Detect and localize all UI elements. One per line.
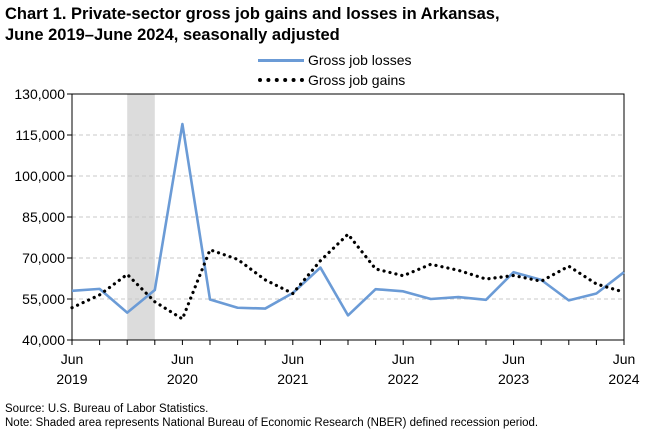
- data-point-losses: [402, 290, 404, 292]
- data-point-gains: [319, 260, 321, 262]
- y-tick-label: 55,000: [22, 291, 65, 307]
- data-point-losses: [512, 271, 514, 273]
- legend-label-losses: Gross job losses: [308, 52, 412, 68]
- data-point-losses: [71, 290, 73, 292]
- recession-note: Note: Shaded area represents National Bu…: [5, 417, 539, 429]
- data-point-losses: [236, 307, 238, 309]
- data-point-gains: [154, 301, 156, 303]
- x-tick-label-month: Jun: [171, 351, 194, 367]
- data-point-losses: [181, 123, 183, 125]
- data-point-gains: [71, 307, 73, 309]
- data-point-losses: [595, 292, 597, 294]
- x-tick-label-month: Jun: [502, 351, 525, 367]
- data-point-gains: [347, 233, 349, 235]
- series-line-gross-job-gains: [70, 232, 626, 321]
- x-tick-label-month: Jun: [282, 351, 305, 367]
- data-point-losses: [264, 307, 266, 309]
- data-point-losses: [154, 289, 156, 291]
- x-tick-label-year: 2024: [608, 371, 639, 387]
- data-point-losses: [209, 298, 211, 300]
- legend-label-gains: Gross job gains: [308, 72, 406, 88]
- data-point-gains: [181, 318, 183, 320]
- data-point-losses: [485, 299, 487, 301]
- data-point-gains: [374, 268, 376, 270]
- legend-item-gains: Gross job gains: [258, 70, 411, 90]
- data-point-losses: [126, 311, 128, 313]
- data-point-gains: [126, 273, 128, 275]
- data-point-losses: [430, 298, 432, 300]
- x-tick-label-year: 2019: [56, 371, 87, 387]
- x-tick-label-year: 2022: [388, 371, 419, 387]
- x-tick-label-month: Jun: [392, 351, 415, 367]
- data-point-gains: [457, 269, 459, 271]
- footnotes: Source: U.S. Bureau of Labor Statistics.…: [5, 402, 538, 430]
- data-point-losses: [374, 288, 376, 290]
- y-tick-label: 85,000: [22, 209, 65, 225]
- source-note: Source: U.S. Bureau of Labor Statistics.: [5, 403, 209, 415]
- data-point-gains: [623, 291, 625, 293]
- data-point-gains: [236, 258, 238, 260]
- data-point-losses: [457, 296, 459, 298]
- data-point-gains: [98, 294, 100, 296]
- y-tick-label: 100,000: [14, 168, 65, 184]
- chart-title: Chart 1. Private-sector gross job gains …: [5, 4, 645, 46]
- chart-title-line-1: Chart 1. Private-sector gross job gains …: [5, 5, 500, 23]
- legend-key-losses: [258, 55, 304, 65]
- legend: Gross job losses Gross job gains: [258, 50, 411, 90]
- line-chart: 40,000 55,000 70,000 85,000 100,000 115,000 13…: [14, 86, 639, 387]
- y-tick-label: 115,000: [15, 127, 65, 143]
- y-tick-label: 70,000: [22, 250, 65, 266]
- x-tick-label-year: 2020: [167, 371, 198, 387]
- data-point-gains: [595, 283, 597, 285]
- data-point-losses: [319, 266, 321, 268]
- data-point-gains: [568, 265, 570, 267]
- legend-item-losses: Gross job losses: [258, 50, 411, 70]
- x-tick-label-month: Jun: [613, 351, 636, 367]
- data-point-gains: [430, 263, 432, 265]
- data-point-gains: [292, 292, 294, 294]
- legend-key-gains: [258, 75, 304, 85]
- x-tick-label-month: Jun: [61, 351, 84, 367]
- x-tick-label-year: 2021: [277, 371, 308, 387]
- series-line-gross-job-losses: [71, 122, 625, 317]
- chart-title-line-2: June 2019–June 2024, seasonally adjusted: [5, 26, 340, 44]
- data-point-gains: [540, 280, 542, 282]
- data-point-losses: [568, 299, 570, 301]
- x-tick-label-year: 2023: [498, 371, 529, 387]
- y-tick-label: 40,000: [22, 332, 65, 348]
- data-point-losses: [623, 271, 625, 273]
- y-tick-label: 130,000: [14, 86, 65, 102]
- data-point-losses: [98, 288, 100, 290]
- data-point-gains: [402, 275, 404, 277]
- data-point-gains: [264, 279, 266, 281]
- data-point-gains: [209, 249, 211, 251]
- data-point-losses: [347, 314, 349, 316]
- data-point-gains: [512, 274, 514, 276]
- data-point-gains: [485, 278, 487, 280]
